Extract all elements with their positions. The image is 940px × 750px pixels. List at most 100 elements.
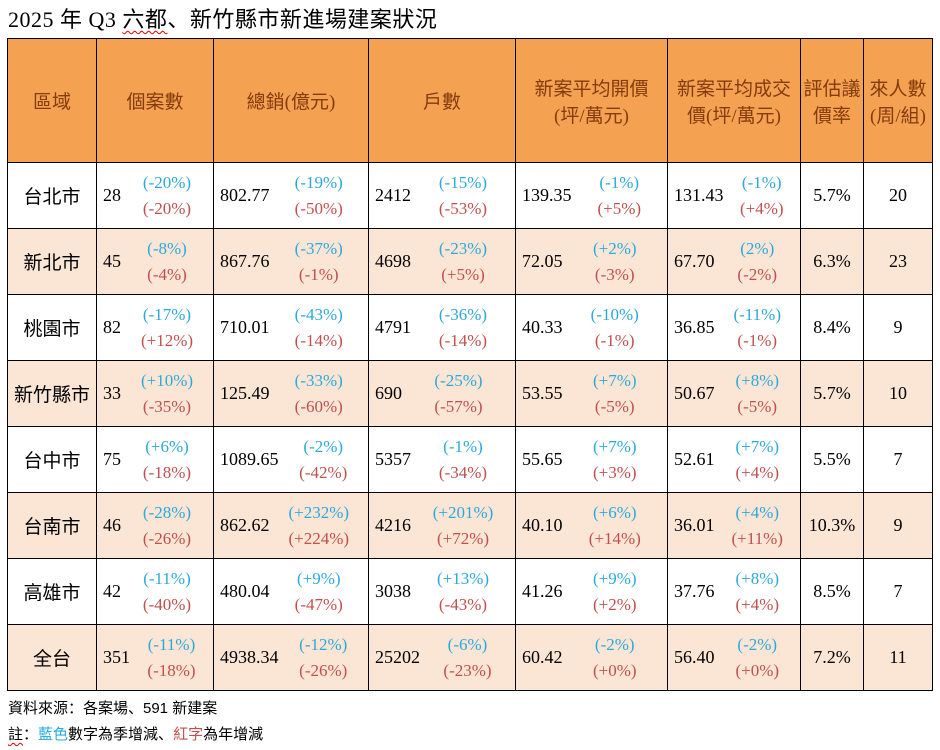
total-sales-value: 480.04 bbox=[220, 581, 270, 601]
transaction-price-cell: 131.43 (-1%) (+4%) bbox=[667, 162, 801, 229]
year-change: (-14%) bbox=[438, 331, 488, 350]
negotiation-rate-cell: 5.5% bbox=[800, 426, 864, 493]
asking-price-value: 40.10 bbox=[522, 515, 563, 535]
units-value: 2412 bbox=[375, 185, 411, 205]
quarter-change: (+7%) bbox=[592, 437, 637, 456]
data-source-note: 資料來源：各案場、591 新建案 bbox=[8, 700, 218, 717]
year-change: (+0%) bbox=[592, 661, 637, 680]
cases-cell: 75 (+6%) (-18%) bbox=[96, 426, 214, 493]
quarter-change: (-33%) bbox=[294, 371, 343, 390]
quarter-change: (-2%) bbox=[594, 635, 635, 654]
header-region: 區域 bbox=[7, 38, 97, 163]
year-change: (-1%) bbox=[298, 265, 339, 284]
cases-value: 46 bbox=[103, 515, 121, 535]
region-cell: 台中市 bbox=[7, 426, 97, 493]
footer: 資料來源：各案場、591 新建案 註：藍色數字為季增減、紅字為年增減 bbox=[0, 696, 940, 748]
quarter-change: (-17%) bbox=[142, 305, 192, 324]
transaction-price-cell: 67.70 (2%) (-2%) bbox=[667, 228, 801, 295]
total-sales-cell: 480.04 (+9%) (-47%) bbox=[213, 558, 369, 625]
year-change: (+12%) bbox=[140, 331, 194, 350]
year-change: (-1%) bbox=[594, 331, 635, 350]
negotiation-rate-cell: 5.7% bbox=[800, 360, 864, 427]
year-change: (-60%) bbox=[294, 397, 343, 416]
header-units: 戶數 bbox=[368, 38, 516, 163]
quarter-change: (-25%) bbox=[434, 371, 483, 390]
quarter-change: (+9%) bbox=[592, 569, 637, 588]
year-change: (-50%) bbox=[294, 199, 343, 218]
visitors-cell: 11 bbox=[863, 624, 933, 691]
asking-price-value: 139.35 bbox=[522, 185, 572, 205]
quarter-change: (-2%) bbox=[737, 635, 778, 654]
visitors-cell: 7 bbox=[863, 558, 933, 625]
units-value: 25202 bbox=[375, 647, 420, 667]
quarter-change: (-11%) bbox=[733, 305, 781, 324]
year-change: (+3%) bbox=[592, 463, 637, 482]
asking-price-value: 60.42 bbox=[522, 647, 563, 667]
header-total-sales: 總銷(億元) bbox=[213, 38, 369, 163]
year-change: (+2%) bbox=[592, 595, 637, 614]
total-sales-value: 802.77 bbox=[220, 185, 270, 205]
cases-cell: 82 (-17%) (+12%) bbox=[96, 294, 214, 361]
quarter-change: (+8%) bbox=[735, 569, 780, 588]
negotiation-rate-cell: 7.2% bbox=[800, 624, 864, 691]
total-sales-cell: 867.76 (-37%) (-1%) bbox=[213, 228, 369, 295]
year-change: (-4%) bbox=[147, 265, 187, 284]
cases-value: 33 bbox=[103, 383, 121, 403]
quarter-change: (+6%) bbox=[592, 503, 637, 522]
transaction-price-value: 37.76 bbox=[674, 581, 715, 601]
units-cell: 25202 (-6%) (-23%) bbox=[368, 624, 516, 691]
quarter-change: (-19%) bbox=[294, 173, 343, 192]
cases-cell: 42 (-11%) (-40%) bbox=[96, 558, 214, 625]
transaction-price-cell: 50.67 (+8%) (-5%) bbox=[667, 360, 801, 427]
asking-price-cell: 40.10 (+6%) (+14%) bbox=[515, 492, 668, 559]
header-negotiation-rate: 評估議價率 bbox=[800, 38, 864, 163]
table-body: 台北市 28 (-20%) (-20%) 802.77 (-19%) (-50%) 2412 (… bbox=[7, 162, 933, 691]
quarter-change: (+13%) bbox=[436, 569, 490, 588]
visitors-cell: 23 bbox=[863, 228, 933, 295]
quarter-change: (-12%) bbox=[299, 635, 348, 654]
quarter-change: (-6%) bbox=[447, 635, 488, 654]
year-change: (+0%) bbox=[735, 661, 780, 680]
year-change: (-35%) bbox=[142, 397, 192, 416]
quarter-change: (+9%) bbox=[296, 569, 341, 588]
quarter-change: (+7%) bbox=[735, 437, 780, 456]
units-cell: 2412 (-15%) (-53%) bbox=[368, 162, 516, 229]
year-change: (-18%) bbox=[147, 661, 196, 680]
cases-cell: 45 (-8%) (-4%) bbox=[96, 228, 214, 295]
transaction-price-cell: 37.76 (+8%) (+4%) bbox=[667, 558, 801, 625]
asking-price-cell: 53.55 (+7%) (-5%) bbox=[515, 360, 668, 427]
total-sales-value: 1089.65 bbox=[220, 449, 279, 469]
transaction-price-value: 131.43 bbox=[674, 185, 724, 205]
quarter-change: (-11%) bbox=[147, 635, 196, 654]
negotiation-rate-cell: 6.3% bbox=[800, 228, 864, 295]
cases-value: 75 bbox=[103, 449, 121, 469]
year-change: (-5%) bbox=[737, 397, 778, 416]
total-sales-cell: 125.49 (-33%) (-60%) bbox=[213, 360, 369, 427]
year-change: (-57%) bbox=[434, 397, 483, 416]
quarter-change: (+8%) bbox=[735, 371, 780, 390]
transaction-price-value: 50.67 bbox=[674, 383, 715, 403]
year-change: (+11%) bbox=[731, 529, 783, 548]
year-change: (-40%) bbox=[142, 595, 192, 614]
region-cell: 台北市 bbox=[7, 162, 97, 229]
region-cell: 桃園市 bbox=[7, 294, 97, 361]
year-change: (-26%) bbox=[299, 661, 348, 680]
year-change: (-5%) bbox=[594, 397, 635, 416]
units-cell: 4216 (+201%) (+72%) bbox=[368, 492, 516, 559]
year-change: (-26%) bbox=[142, 529, 192, 548]
units-value: 4698 bbox=[375, 251, 411, 271]
cases-cell: 28 (-20%) (-20%) bbox=[96, 162, 214, 229]
year-change: (-47%) bbox=[294, 595, 343, 614]
year-change: (+72%) bbox=[436, 529, 490, 548]
transaction-price-value: 52.61 bbox=[674, 449, 715, 469]
units-cell: 3038 (+13%) (-43%) bbox=[368, 558, 516, 625]
cases-value: 351 bbox=[103, 647, 130, 667]
table-row: 台中市 75 (+6%) (-18%) 1089.65 (-2%) (-42%) 5357 (-… bbox=[7, 426, 933, 493]
title-post: 、新竹縣市新進場建案狀況 bbox=[167, 7, 438, 32]
year-change: (+4%) bbox=[735, 595, 780, 614]
region-cell: 新竹縣市 bbox=[7, 360, 97, 427]
header-visitors: 來人數 (周/組) bbox=[863, 38, 933, 163]
region-cell: 新北市 bbox=[7, 228, 97, 295]
legend-note-mid: 數字為季增減、 bbox=[68, 726, 174, 743]
total-sales-value: 710.01 bbox=[220, 317, 270, 337]
